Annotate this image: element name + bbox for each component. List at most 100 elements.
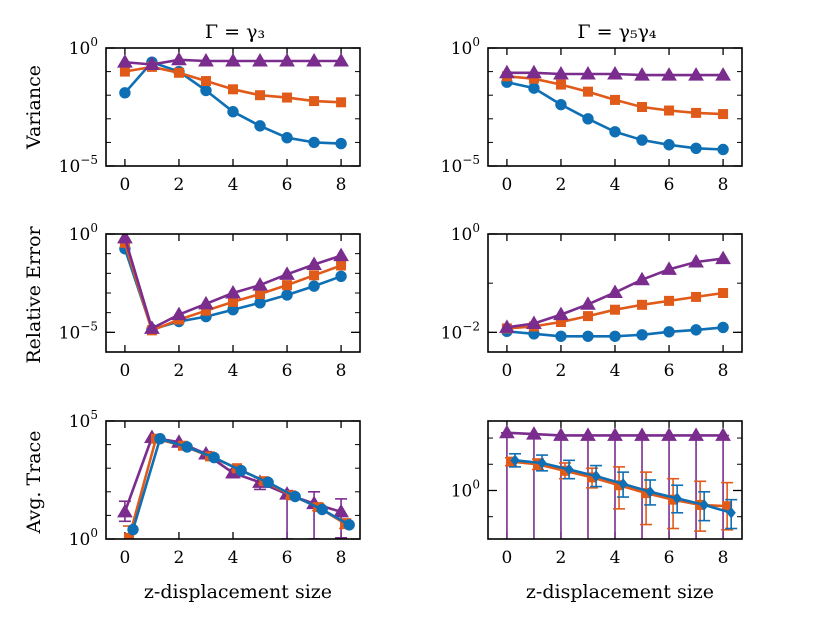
data-point-orange	[718, 288, 729, 298]
x-tick-label: 8	[718, 175, 729, 195]
data-point-orange	[637, 299, 648, 310]
data-point-orange	[336, 97, 347, 108]
data-point-blue	[254, 297, 266, 309]
x-tick-label: 6	[664, 548, 675, 568]
data-point-purple	[499, 64, 515, 79]
axes-frame	[487, 47, 743, 167]
row-label-avg-trace: Avg. Trace	[23, 431, 45, 535]
x-tick-label: 2	[556, 175, 567, 195]
data-point-blue	[609, 126, 621, 138]
data-point-purple	[333, 52, 349, 67]
data-point-orange	[555, 79, 566, 90]
data-point-blue	[289, 490, 301, 503]
series-line-blue	[123, 60, 342, 145]
x-tick-label: 2	[556, 361, 567, 381]
data-point-purple	[117, 54, 133, 68]
x-tick-label: 8	[336, 361, 347, 381]
data-point-blue	[308, 280, 320, 292]
x-tick-label: 8	[336, 548, 347, 568]
data-point-purple	[198, 52, 214, 67]
data-point-orange	[582, 311, 593, 322]
plot-area	[117, 234, 349, 336]
data-point-purple	[252, 277, 268, 291]
data-point-orange	[255, 288, 266, 299]
data-point-blue	[281, 131, 293, 144]
series-blue	[127, 433, 355, 536]
panel-relerr-gamma3: 0 2 4 6 8 100 10−5	[59, 221, 361, 381]
data-point-purple	[688, 67, 704, 81]
data-point-purple	[499, 424, 515, 439]
x-tick-label: 6	[664, 361, 675, 381]
data-point-orange	[228, 296, 238, 307]
data-point-blue	[645, 485, 655, 498]
data-point-blue	[582, 113, 594, 125]
x-tick-label: 4	[610, 548, 621, 568]
series-purple	[117, 234, 349, 334]
plot-area	[117, 429, 355, 539]
data-point-purple	[580, 427, 596, 441]
plot-area	[499, 250, 731, 342]
data-point-orange	[336, 260, 347, 271]
data-point-orange	[309, 96, 320, 107]
data-point-blue	[726, 506, 736, 519]
plot-area	[117, 51, 349, 150]
x-tick-label: 0	[502, 548, 513, 568]
y-tick-label: 10−5	[441, 153, 480, 177]
data-point-orange	[664, 295, 675, 306]
data-point-purple	[580, 65, 596, 80]
x-tick-label: 8	[336, 175, 347, 195]
x-tick-label: 8	[718, 361, 729, 381]
data-point-purple	[306, 52, 322, 67]
data-point-blue	[663, 326, 675, 338]
data-point-orange	[282, 92, 293, 103]
axes-frame	[487, 420, 743, 540]
data-point-orange	[282, 280, 293, 291]
series-line-blue	[506, 80, 724, 151]
axes-frame	[105, 47, 361, 167]
data-point-orange	[173, 67, 184, 78]
data-point-purple	[607, 284, 623, 299]
data-point-orange	[718, 109, 729, 120]
data-point-purple	[607, 65, 623, 80]
xlabel-left: z-displacement size	[144, 581, 332, 603]
data-point-orange	[691, 107, 702, 118]
x-tick-label: 4	[228, 175, 239, 195]
axes-frame	[487, 233, 743, 353]
data-point-purple	[171, 306, 187, 321]
data-point-blue	[227, 106, 239, 118]
data-point-blue	[528, 82, 540, 94]
panel-variance-gamma5gamma4: 0 2 4 6 8 100 10−5	[441, 35, 743, 195]
series-blue	[509, 452, 738, 530]
x-tick-label: 2	[556, 548, 567, 568]
series-line-orange	[127, 437, 346, 539]
x-tick-label: 6	[664, 175, 675, 195]
data-point-blue	[343, 519, 355, 531]
data-point-purple	[252, 52, 268, 67]
x-tick-label: 4	[610, 361, 621, 381]
data-point-blue	[127, 523, 139, 536]
data-point-blue	[609, 330, 621, 342]
y-tick-label: 100	[451, 35, 480, 59]
y-tick-label: 105	[69, 408, 98, 432]
y-tick-label: 100	[451, 477, 480, 501]
data-point-purple	[144, 56, 160, 71]
data-point-orange	[255, 90, 266, 101]
data-point-orange	[610, 304, 620, 315]
data-point-orange	[119, 66, 130, 77]
data-point-purple	[607, 427, 623, 441]
row-label-relative-error: Relative Error	[23, 225, 45, 363]
axes-frame	[105, 420, 361, 540]
col-title-gamma3: Γ = γ₃	[205, 21, 265, 43]
data-point-blue	[636, 134, 648, 146]
data-point-purple	[526, 315, 542, 329]
panels: 0 2 4 6 8 100 10−5 0 2 4 6 8 100 10−5 0 2 4 6 8 100 10−5 0 2 4 6…	[59, 35, 743, 568]
data-point-blue	[316, 503, 328, 516]
data-point-blue	[119, 87, 131, 99]
data-point-purple	[225, 285, 241, 299]
y-tick-label: 10−5	[59, 319, 98, 343]
data-point-blue	[208, 451, 220, 464]
series-orange	[504, 456, 734, 532]
data-point-blue	[672, 492, 682, 505]
data-point-blue	[699, 499, 709, 511]
